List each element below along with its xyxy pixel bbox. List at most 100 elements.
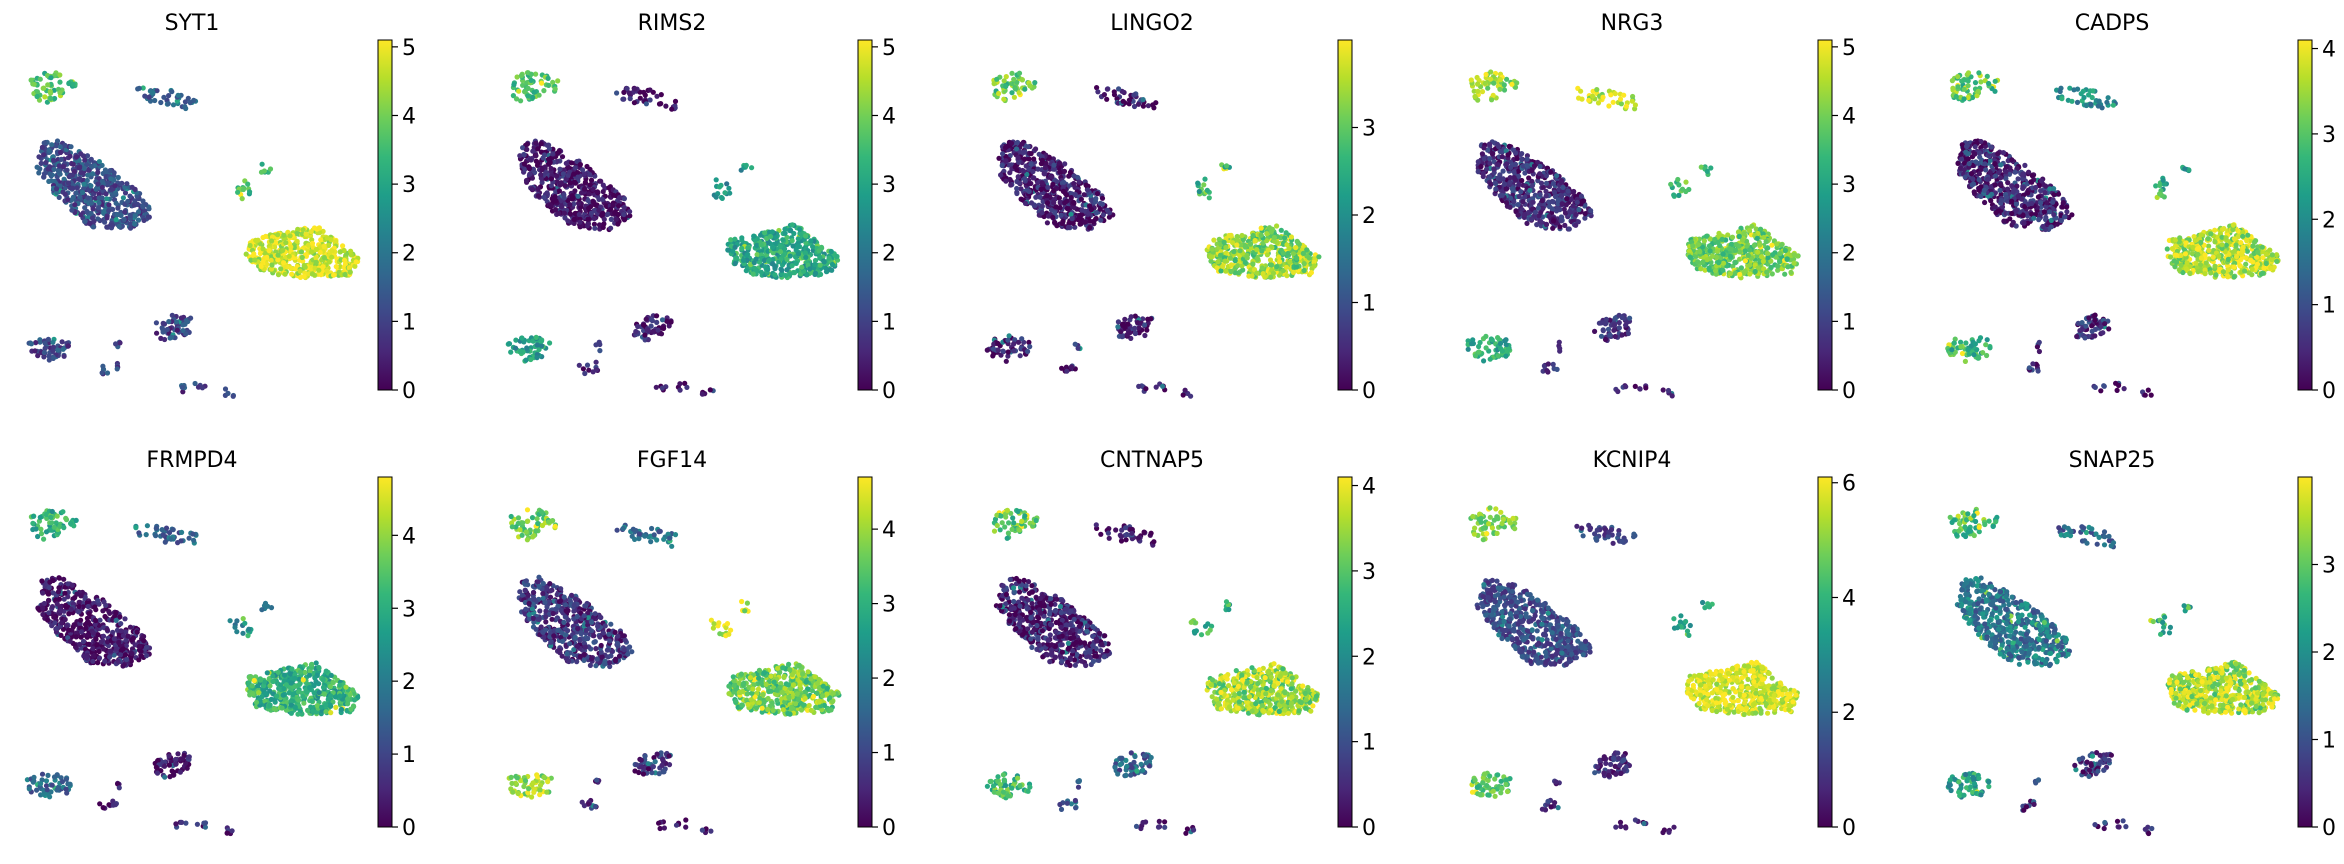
- scatter-point: [110, 223, 115, 228]
- scatter-point: [644, 327, 649, 332]
- scatter-point: [142, 94, 147, 99]
- scatter-point: [1316, 254, 1321, 259]
- scatter-point: [651, 329, 656, 334]
- scatter-point: [1005, 338, 1010, 343]
- scatter-point: [1098, 207, 1103, 212]
- scatter-point: [1120, 334, 1125, 339]
- scatter-point: [714, 195, 719, 200]
- scatter-point: [1282, 235, 1287, 240]
- scatter-point: [103, 169, 108, 174]
- scatter-point: [248, 243, 253, 248]
- scatter-point: [1003, 84, 1008, 89]
- scatter-point: [1503, 337, 1508, 342]
- scatter-point: [534, 355, 539, 360]
- scatter-point: [1493, 180, 1498, 185]
- scatter-point: [1291, 270, 1296, 275]
- scatter-point: [513, 338, 518, 343]
- scatter-point: [658, 101, 663, 106]
- scatter-point: [348, 270, 353, 275]
- scatter-point: [1626, 331, 1631, 336]
- scatter-point: [1223, 269, 1228, 274]
- scatter-point: [529, 72, 534, 77]
- scatter-point: [269, 262, 274, 267]
- scatter-point: [1087, 219, 1092, 224]
- scatter-point: [1666, 388, 1671, 393]
- scatter-point: [1011, 77, 1016, 82]
- scatter-point: [51, 158, 56, 163]
- scatter-point: [1075, 175, 1080, 180]
- scatter-point: [1519, 151, 1524, 156]
- scatter-point: [115, 206, 120, 211]
- scatter-points: [1466, 69, 1801, 398]
- scatter-point: [744, 268, 749, 273]
- scatter-point: [1051, 188, 1056, 193]
- scatter-point: [531, 90, 536, 95]
- scatter-point: [1623, 323, 1628, 328]
- scatter-point: [1603, 321, 1608, 326]
- scatter-point: [803, 233, 808, 238]
- scatter-point: [622, 217, 627, 222]
- scatter-point: [240, 196, 245, 201]
- scatter-point: [85, 173, 90, 178]
- scatter-point: [1011, 341, 1016, 346]
- scatter-point: [768, 234, 773, 239]
- colorbar-tick-label: 4: [402, 104, 416, 129]
- scatter-point: [1044, 193, 1049, 198]
- scatter-point: [1032, 80, 1037, 85]
- scatter-point: [539, 339, 544, 344]
- scatter-point: [71, 162, 76, 167]
- scatter-point: [1268, 262, 1273, 267]
- scatter-point: [1562, 223, 1567, 228]
- scatter-point: [288, 244, 293, 249]
- scatter-point: [295, 239, 300, 244]
- scatter-point: [1480, 151, 1485, 156]
- scatter-point: [575, 175, 580, 180]
- scatter-point: [1571, 203, 1576, 208]
- scatter-point: [331, 273, 336, 278]
- scatter-point: [644, 317, 649, 322]
- scatter-point: [548, 166, 553, 171]
- scatter-point: [1550, 199, 1555, 204]
- scatter-point: [1499, 177, 1504, 182]
- scatter-point: [1295, 239, 1300, 244]
- scatter-point: [1141, 97, 1146, 102]
- scatter-point: [1016, 340, 1021, 345]
- scatter-point: [516, 89, 521, 94]
- scatter-point: [180, 385, 185, 390]
- scatter-point: [1274, 223, 1279, 228]
- scatter-point: [1504, 200, 1509, 205]
- scatter-point: [527, 172, 532, 177]
- scatter-point: [573, 165, 578, 170]
- colorbar-tick-label: 2: [402, 242, 416, 267]
- scatter-point: [589, 178, 594, 183]
- scatter-point: [90, 216, 95, 221]
- scatter-point: [528, 157, 533, 162]
- scatter-point: [1476, 169, 1481, 174]
- scatter-point: [1697, 249, 1702, 254]
- scatter-point: [744, 163, 749, 168]
- scatter-point: [1150, 102, 1155, 107]
- scatter-point: [41, 86, 46, 91]
- scatter-point: [597, 348, 602, 353]
- scatter-point: [1472, 94, 1477, 99]
- scatter-point: [35, 94, 40, 99]
- scatter-point: [722, 190, 727, 195]
- scatter-point: [642, 332, 647, 337]
- scatter-point: [994, 77, 999, 82]
- scatter-point: [280, 248, 285, 253]
- scatter-point: [1095, 89, 1100, 94]
- scatter-point: [94, 187, 99, 192]
- scatter-point: [1272, 235, 1277, 240]
- scatter-point: [572, 217, 577, 222]
- scatter-point: [1564, 202, 1569, 207]
- scatter-point: [1058, 200, 1063, 205]
- scatter-point: [104, 215, 109, 220]
- scatter-point: [322, 255, 327, 260]
- scatter-point: [632, 86, 637, 91]
- scatter-point: [1116, 319, 1121, 324]
- scatter-point: [235, 190, 240, 195]
- scatter-point: [77, 165, 82, 170]
- scatter-point: [522, 152, 527, 157]
- scatter-point: [225, 391, 230, 396]
- scatter-point: [1069, 364, 1074, 369]
